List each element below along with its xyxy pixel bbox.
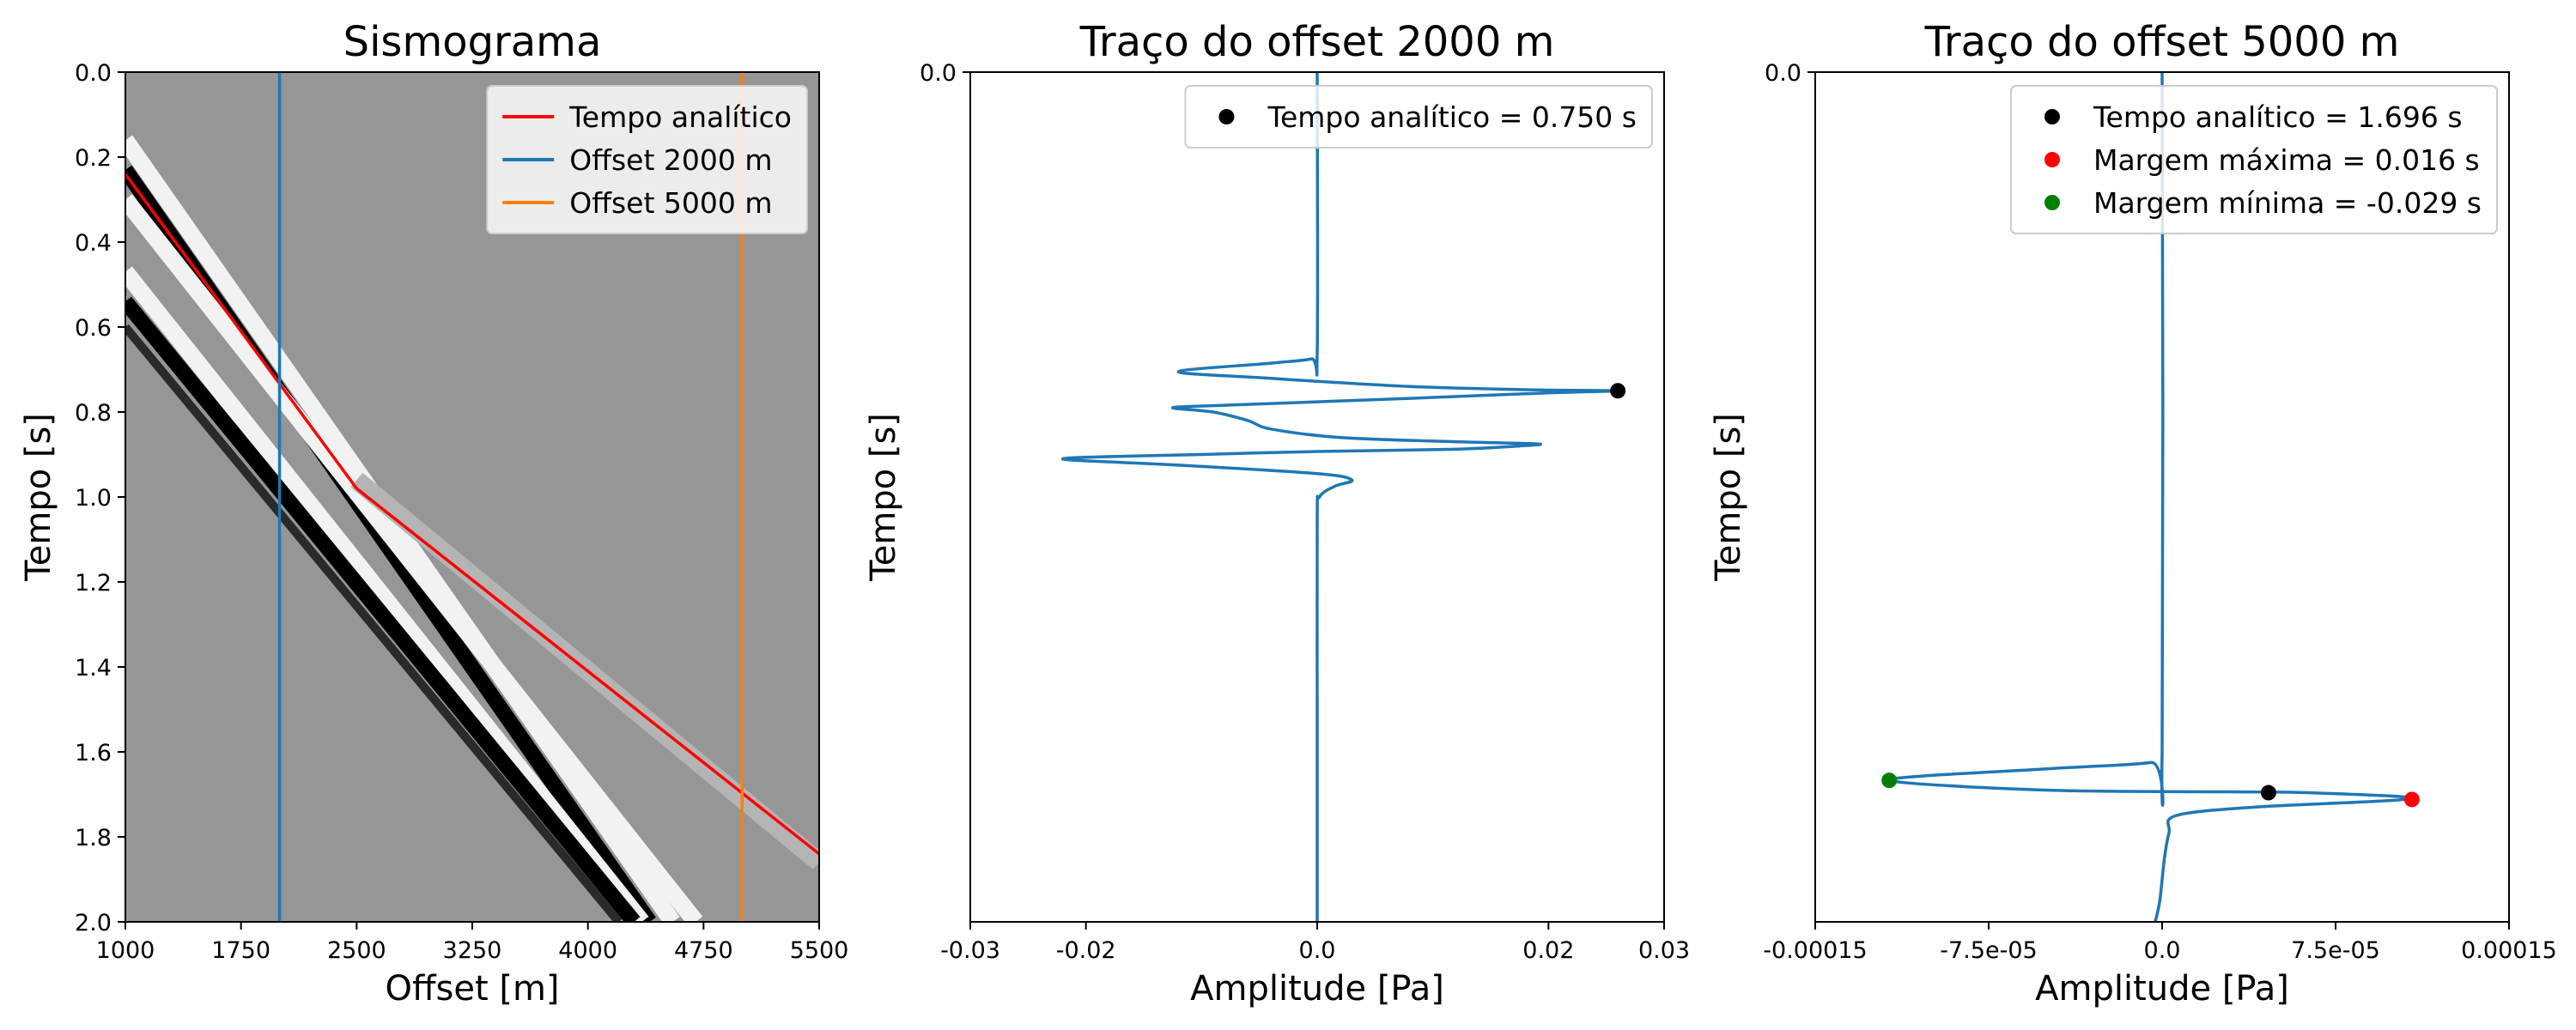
sismograma-legend: Tempo analítico Offset 2000 m Offset 5000 … [486, 85, 808, 234]
trace-5000-ylabel: Tempo [s] [1709, 413, 1748, 582]
xtick-label: -0.03 [940, 937, 1000, 964]
trace-5000-xticks: -0.00015 -7.5e-05 0.0 7.5e-05 0.00015 [1763, 922, 2557, 964]
xtick-label: 0.0 [1299, 937, 1336, 964]
trace-2000-xlabel: Amplitude [Pa] [1190, 969, 1444, 1009]
trace-5000-yticks: 0.0 [1765, 60, 1815, 87]
trace-5000-series [1881, 72, 2420, 922]
legend-frame [486, 85, 808, 234]
ytick-label: 1.4 [75, 655, 112, 682]
legend-label: Offset 2000 m [569, 143, 772, 177]
ytick-label: 0.8 [75, 400, 112, 427]
xtick-label: -7.5e-05 [1940, 937, 2037, 964]
trace-5000-xlabel: Amplitude [Pa] [2035, 969, 2289, 1009]
xtick-label: 2500 [327, 937, 386, 964]
seismic-event [125, 296, 641, 922]
trace-2000-series [1060, 72, 1626, 922]
ytick-label: 0.2 [75, 145, 112, 172]
legend-label: Tempo analítico = 1.696 s [2093, 100, 2463, 134]
trace-point [2403, 791, 2420, 808]
ytick-label: 0.0 [75, 60, 112, 87]
trace-point [2260, 785, 2276, 801]
legend-label: Tempo analítico = 0.750 s [1267, 100, 1637, 134]
trace-2000-xticks: -0.03 -0.02 0.0 0.02 0.03 [940, 922, 1690, 964]
series-line [125, 173, 819, 856]
xtick-label: 0.03 [1638, 937, 1690, 964]
ytick-label: 0.0 [920, 60, 957, 87]
seismic-event [125, 194, 703, 922]
trace-point [1610, 383, 1626, 399]
xtick-label: 7.5e-05 [2291, 937, 2380, 964]
xtick-label: 0.02 [1522, 937, 1574, 964]
trace-line [1060, 72, 1619, 922]
panel-trace-2000: -0.03 -0.02 0.0 0.02 0.03 0.0 Traço do offse… [864, 18, 1690, 1009]
ytick-label: 0.0 [1765, 60, 1801, 87]
trace-2000-ylabel: Tempo [s] [864, 413, 903, 582]
legend-frame [2009, 85, 2498, 234]
xtick-label: 0.00015 [2461, 937, 2557, 964]
ytick-label: 2.0 [75, 910, 112, 936]
legend-label: Margem mínima = -0.029 s [2093, 186, 2482, 220]
legend-marker-swatch [1218, 109, 1235, 124]
ytick-label: 0.6 [75, 315, 112, 342]
sismograma-xticks: 1000 1750 2500 3250 4000 4750 5500 [96, 922, 849, 964]
ytick-label: 1.6 [75, 740, 112, 766]
ytick-label: 1.0 [75, 485, 112, 512]
xtick-label: 0.0 [2144, 937, 2181, 964]
ytick-label: 1.2 [75, 570, 112, 597]
ytick-label: 0.4 [75, 230, 112, 257]
legend-label: Offset 5000 m [569, 186, 772, 220]
xtick-label: -0.00015 [1763, 937, 1867, 964]
sismograma-title: Sismograma [343, 18, 602, 66]
seismic-event [125, 135, 680, 922]
trace-2000-legend: Tempo analítico = 0.750 s [1184, 85, 1653, 148]
legend-marker-swatch [2044, 195, 2060, 210]
xtick-label: 1750 [211, 937, 270, 964]
seismic-event [125, 324, 623, 922]
panel-sismograma: 1000 1750 2500 3250 4000 4750 5500 0.00.20.40.… [19, 18, 848, 1009]
trace-2000-title: Traço do offset 2000 m [1079, 18, 1555, 66]
xtick-label: -0.02 [1056, 937, 1116, 964]
xtick-label: 4000 [558, 937, 617, 964]
legend-frame [1184, 85, 1653, 148]
trace-point [1881, 772, 1898, 789]
seismic-event [125, 266, 649, 922]
trace-2000-yticks: 0.0 [920, 60, 970, 87]
trace-line [1887, 72, 2415, 922]
legend-marker-swatch [2044, 109, 2060, 124]
trace-5000-legend: Tempo analítico = 1.696 s Margem máxima =… [2009, 85, 2498, 234]
xtick-label: 1000 [96, 937, 155, 964]
xtick-label: 5500 [790, 937, 849, 964]
sismograma-ylabel: Tempo [s] [19, 413, 58, 582]
ytick-label: 1.8 [75, 825, 112, 851]
xtick-label: 4750 [674, 937, 733, 964]
legend-label: Margem máxima = 0.016 s [2093, 143, 2480, 177]
sismograma-yticks: 0.0 0.2 0.4 0.6 0.8 1.0 1.2 1.4 1.6 1.8 2.0 [75, 60, 125, 936]
xtick-label: 3250 [443, 937, 502, 964]
panel-trace-5000: -0.00015 -7.5e-05 0.0 7.5e-05 0.00015 0.0 Tr… [1709, 18, 2557, 1009]
sismograma-xlabel: Offset [m] [385, 969, 559, 1009]
legend-label: Tempo analítico [568, 100, 792, 134]
trace-5000-title: Traço do offset 5000 m [1924, 18, 2400, 66]
legend-marker-swatch [2044, 152, 2060, 167]
